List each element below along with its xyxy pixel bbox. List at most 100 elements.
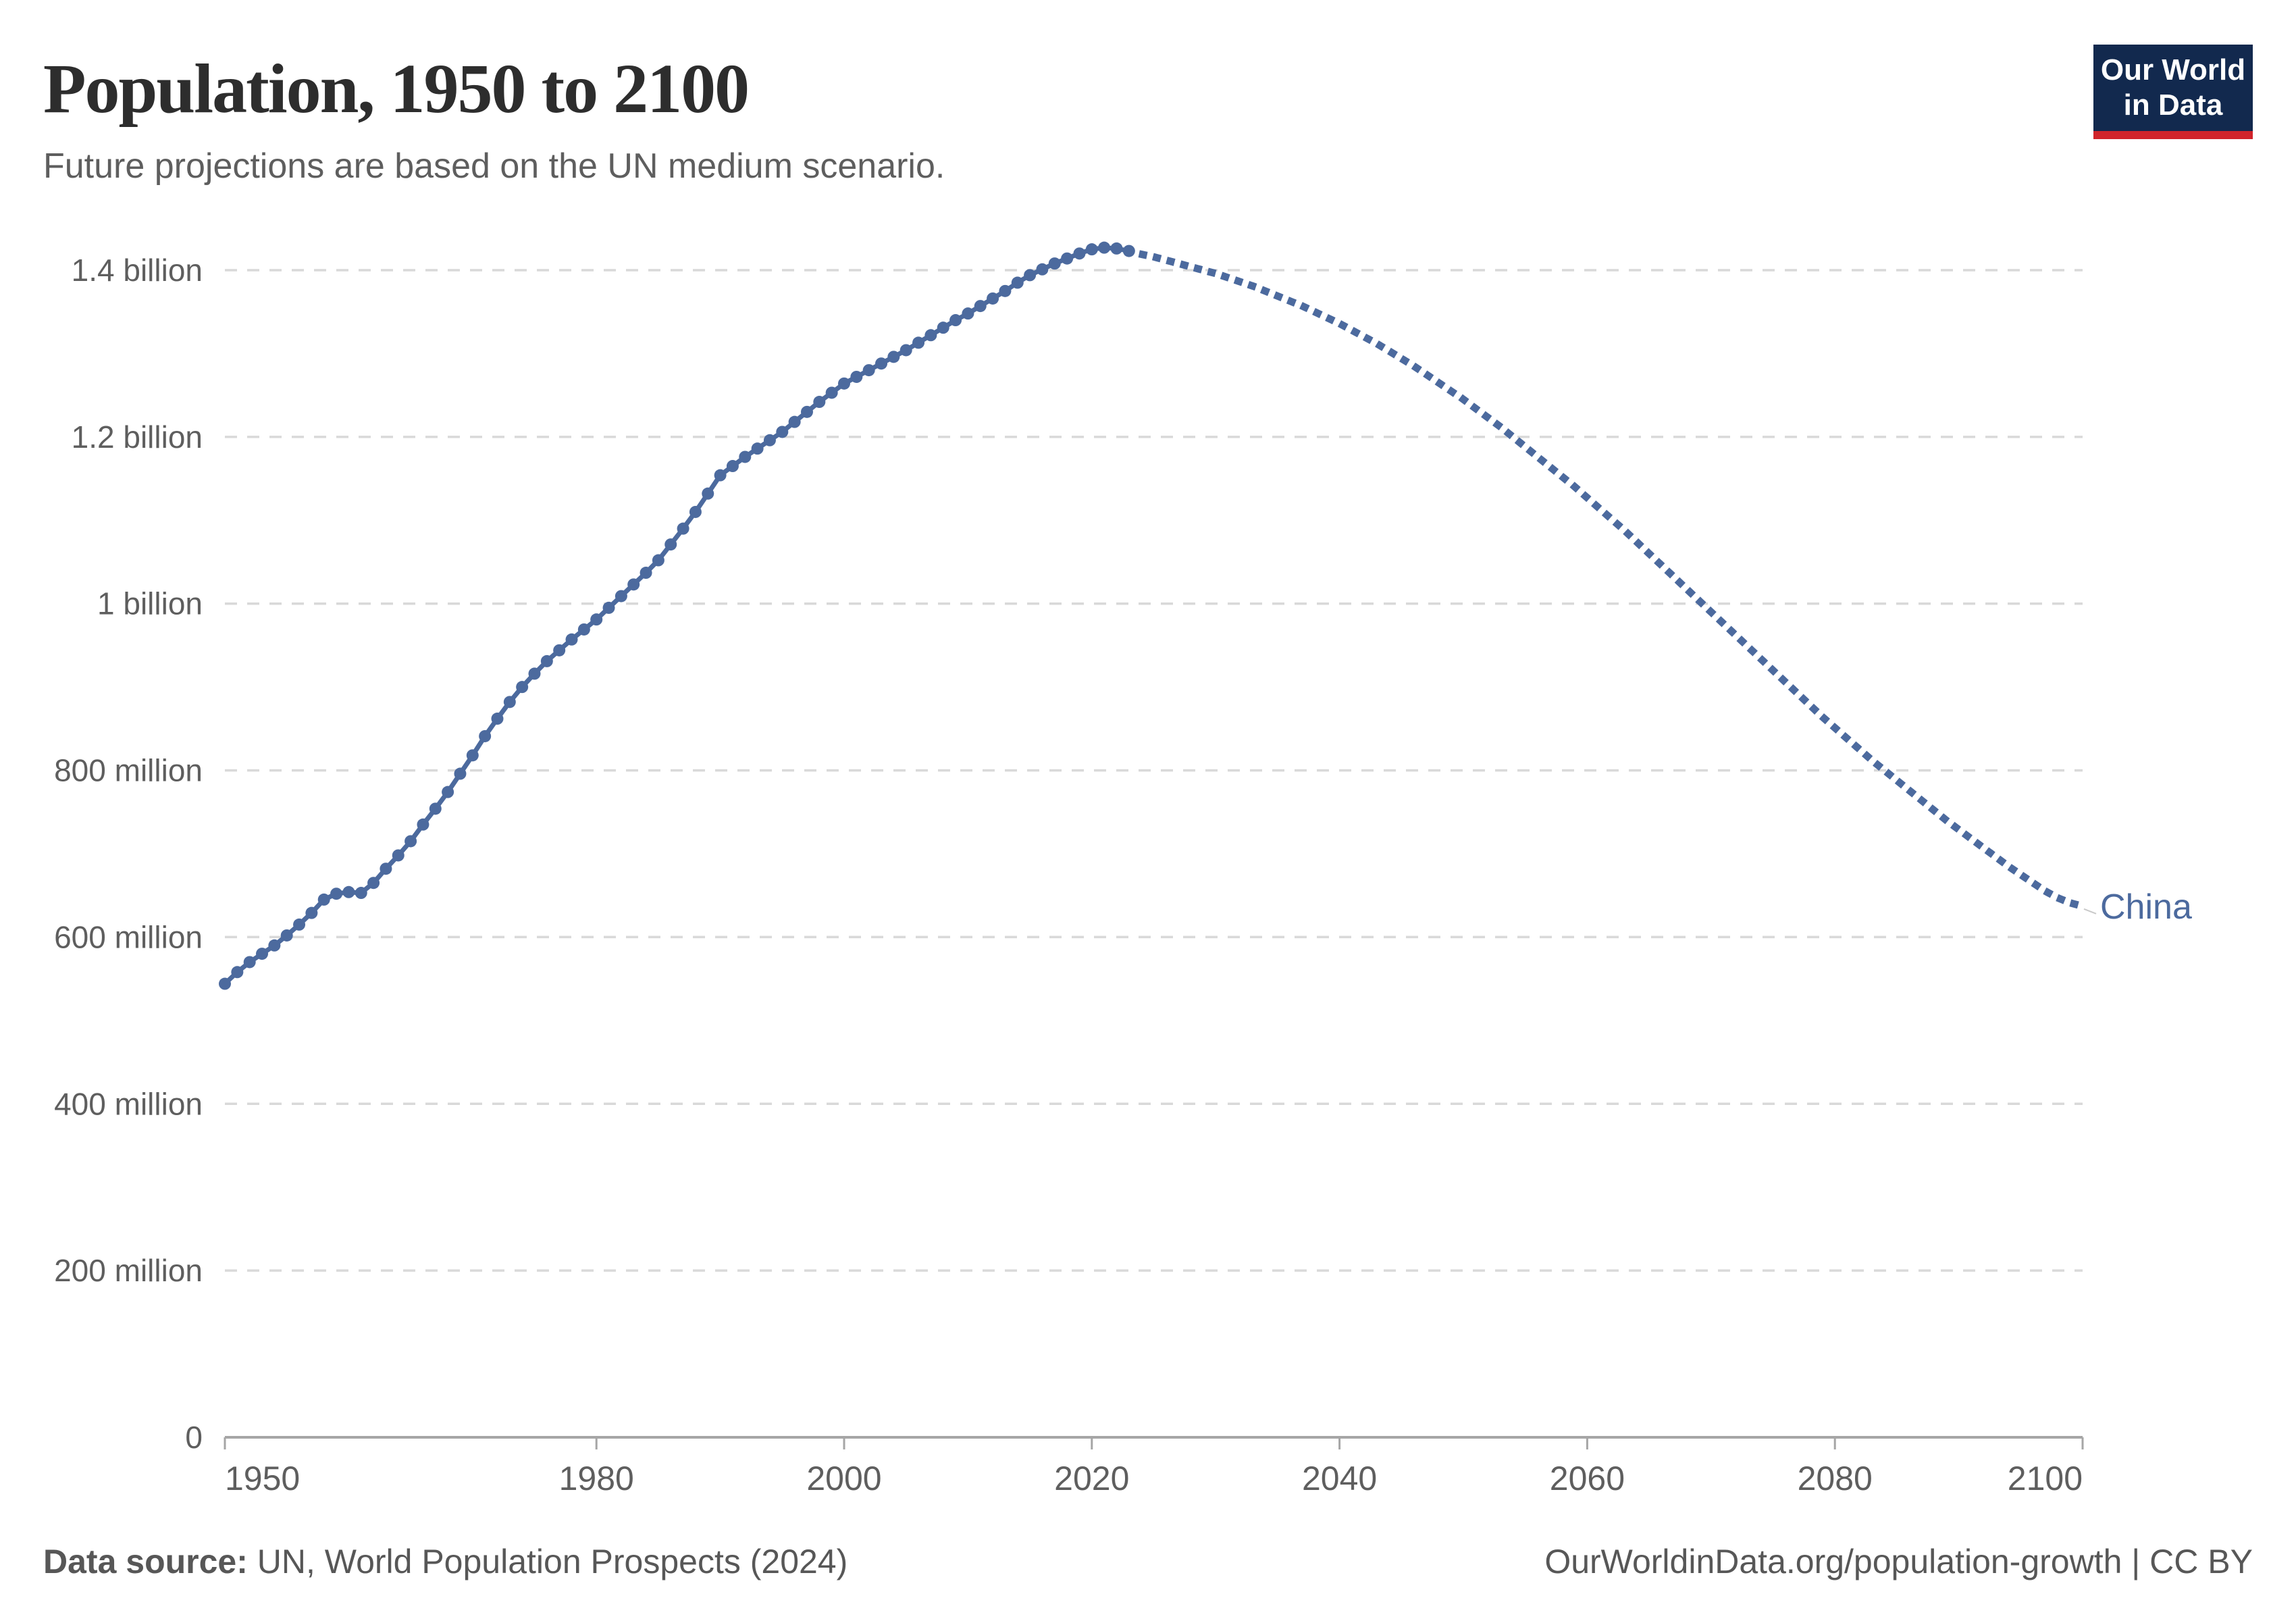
china-data-point xyxy=(442,786,454,798)
x-axis-tick-label: 2100 xyxy=(2008,1460,2083,1497)
china-data-point xyxy=(516,681,529,694)
china-data-point xyxy=(1085,243,1098,256)
y-axis-tick-label: 1.4 billion xyxy=(72,253,203,288)
china-data-point xyxy=(652,554,664,567)
x-axis-tick-label: 2060 xyxy=(1550,1460,1625,1497)
chart-subtitle: Future projections are based on the UN m… xyxy=(43,147,945,186)
china-data-point xyxy=(899,344,912,357)
y-axis-tick-label: 400 million xyxy=(54,1086,203,1121)
china-data-point xyxy=(528,667,541,680)
entity-label-china[interactable]: China xyxy=(2100,887,2192,927)
china-data-point xyxy=(342,885,355,898)
china-data-point xyxy=(677,522,689,535)
china-data-point xyxy=(850,370,863,383)
china-data-point xyxy=(702,487,714,500)
china-data-point xyxy=(1061,252,1074,265)
china-data-point xyxy=(726,460,739,473)
entity-label-connector xyxy=(2083,908,2097,915)
china-data-point xyxy=(330,887,343,900)
data-source-text: UN, World Population Prospects (2024) xyxy=(247,1543,848,1580)
owid-logo-line2: in Data xyxy=(2123,88,2223,122)
china-data-point xyxy=(380,863,392,875)
china-data-point xyxy=(466,749,479,762)
china-data-point xyxy=(825,386,838,399)
x-axis-tick-label: 2000 xyxy=(806,1460,881,1497)
y-axis-tick-label: 1.2 billion xyxy=(72,419,203,455)
china-data-point xyxy=(1048,257,1061,270)
china-data-point xyxy=(602,601,615,614)
china-data-point xyxy=(305,906,318,919)
china-data-point xyxy=(999,284,1012,297)
china-data-point xyxy=(268,939,281,952)
china-data-point xyxy=(776,426,789,438)
china-data-point xyxy=(293,918,306,931)
china-data-point xyxy=(417,818,429,831)
china-data-point xyxy=(231,966,244,979)
china-data-point xyxy=(862,364,875,377)
china-data-point xyxy=(714,469,727,482)
chart-footer: Data source: UN, World Population Prospe… xyxy=(43,1542,2253,1581)
china-data-point xyxy=(788,415,801,428)
china-data-point xyxy=(800,405,813,418)
china-data-point xyxy=(937,321,949,334)
china-data-point xyxy=(1011,276,1024,289)
china-data-point xyxy=(813,396,826,409)
china-data-point xyxy=(838,377,850,390)
china-data-point xyxy=(1073,247,1086,260)
china-data-point xyxy=(256,948,269,960)
x-axis-tick-label: 2040 xyxy=(1302,1460,1377,1497)
china-data-point xyxy=(640,567,652,580)
china-data-point xyxy=(317,893,330,906)
y-axis-tick-label: 200 million xyxy=(54,1253,203,1288)
owid-logo-text: Our World in Data xyxy=(2101,53,2245,123)
china-data-point xyxy=(949,314,962,327)
china-data-point xyxy=(392,849,405,862)
china-data-point xyxy=(924,329,937,342)
china-data-point xyxy=(739,451,752,463)
china-data-point xyxy=(479,729,492,742)
china-data-point xyxy=(962,307,974,320)
owid-logo: Our World in Data xyxy=(2093,45,2253,139)
owid-logo-line1: Our World xyxy=(2100,53,2246,87)
china-data-point xyxy=(751,442,764,455)
data-source-label: Data source: xyxy=(43,1543,248,1580)
china-line-projection xyxy=(1124,246,2087,911)
china-data-point xyxy=(280,929,293,942)
china-data-point xyxy=(454,767,467,780)
china-data-point xyxy=(553,644,566,657)
china-data-point xyxy=(405,835,417,848)
x-axis-tick-label: 1980 xyxy=(559,1460,634,1497)
china-data-point xyxy=(1036,263,1049,276)
china-data-point xyxy=(577,623,590,636)
china-data-point xyxy=(243,956,256,969)
page-title: Population, 1950 to 2100 xyxy=(43,50,750,128)
x-axis-tick-label: 2080 xyxy=(1798,1460,1873,1497)
x-axis-tick-label: 2020 xyxy=(1054,1460,1129,1497)
china-data-point xyxy=(590,613,603,626)
data-source-note: Data source: UN, World Population Prospe… xyxy=(43,1542,847,1581)
china-data-point xyxy=(1024,269,1037,282)
china-data-point xyxy=(219,977,231,990)
credit-link[interactable]: OurWorldinData.org/population-growth | C… xyxy=(1544,1543,2253,1580)
china-data-point xyxy=(367,877,380,890)
china-data-point xyxy=(429,802,442,815)
china-data-point xyxy=(1098,241,1111,254)
china-data-point xyxy=(540,654,553,667)
china-data-point xyxy=(974,300,987,313)
china-data-point xyxy=(987,292,999,305)
china-data-point xyxy=(887,351,900,363)
china-data-point xyxy=(875,357,888,370)
y-axis-tick-label: 600 million xyxy=(54,919,203,954)
china-data-point xyxy=(491,713,504,725)
china-data-point xyxy=(763,434,776,446)
china-data-point xyxy=(1110,242,1123,255)
china-data-point xyxy=(912,336,925,349)
china-data-point xyxy=(1122,245,1135,257)
y-axis-tick-label: 0 xyxy=(185,1420,203,1455)
china-data-point xyxy=(565,633,578,646)
china-data-point xyxy=(627,578,640,591)
x-axis-tick-label: 1950 xyxy=(225,1460,300,1497)
china-data-point xyxy=(664,538,677,551)
